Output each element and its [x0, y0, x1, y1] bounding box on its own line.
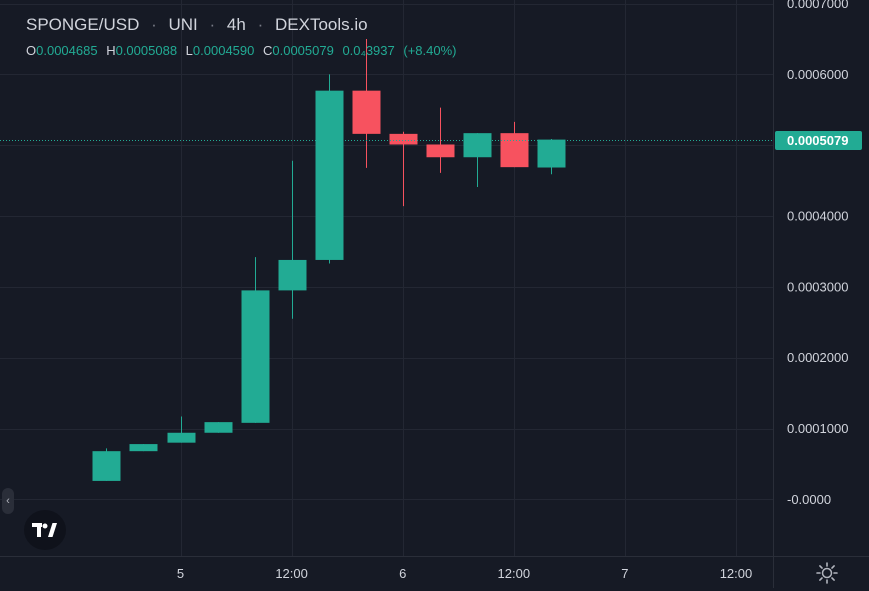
high-key: H — [106, 43, 116, 58]
x-tick-label: 12:00 — [720, 566, 753, 581]
collapse-panel-button[interactable]: ‹ — [2, 488, 14, 514]
y-tick-label: 0.0004000 — [787, 209, 848, 224]
legend-separator: · — [151, 15, 157, 34]
x-tick-label: 12:00 — [498, 566, 531, 581]
y-tick-label: 0.0003000 — [787, 279, 848, 294]
high-value: 0.0005088 — [115, 43, 178, 58]
exchange-name: UNI — [168, 15, 198, 34]
candle-up — [241, 290, 270, 423]
tradingview-logo-icon[interactable] — [24, 510, 66, 550]
candle-up — [167, 432, 196, 443]
last-price-label: 0.0005079 — [787, 133, 848, 148]
change-value: 0.0₄3937 — [342, 43, 395, 58]
y-tick-label: 0.0001000 — [787, 421, 848, 436]
last-price-badge — [775, 131, 862, 150]
close-key: C — [262, 43, 273, 58]
candle-down — [500, 133, 529, 168]
low-key: L — [185, 43, 193, 58]
candle-down — [389, 133, 418, 145]
x-tick-label: 12:00 — [275, 566, 308, 581]
x-tick-label: 7 — [621, 566, 628, 581]
y-tick-label: 0.0006000 — [787, 67, 848, 82]
data-source: DEXTools.io — [274, 15, 368, 34]
candle-up — [92, 451, 121, 481]
close-value: 0.0005079 — [272, 43, 334, 58]
candle-up — [204, 422, 233, 433]
gear-icon[interactable] — [814, 560, 840, 586]
candle-up — [315, 90, 344, 260]
symbol-pair: SPONGE/USD — [26, 15, 140, 34]
legend-separator: · — [209, 15, 216, 34]
candle-down — [426, 144, 455, 158]
change-percent: (+8.40%) — [403, 43, 457, 58]
chevron-left-icon: ‹ — [6, 495, 10, 507]
y-tick-label: 0.0007000 — [787, 0, 848, 11]
candle-up — [278, 259, 307, 291]
x-tick-label: 5 — [177, 566, 184, 581]
open-key: O — [26, 43, 37, 58]
y-tick-label: 0.0002000 — [787, 350, 848, 365]
legend-separator: · — [257, 15, 264, 34]
open-value: 0.0004685 — [36, 43, 98, 58]
low-value: 0.0004590 — [192, 43, 255, 58]
interval: 4h — [226, 15, 246, 34]
symbol-legend-title: SPONGE/USD · UNI · 4h · DEXTools.io — [26, 15, 368, 35]
candle-up — [463, 133, 492, 158]
x-tick-label: 6 — [399, 566, 406, 581]
candle-up — [537, 139, 566, 168]
y-tick-label: -0.0000 — [787, 492, 831, 507]
candle-down — [352, 90, 381, 134]
candle-up — [129, 444, 158, 452]
ohlc-legend: O0.0004685 H0.0005088 L0.0004590 C0.0005… — [26, 43, 457, 58]
